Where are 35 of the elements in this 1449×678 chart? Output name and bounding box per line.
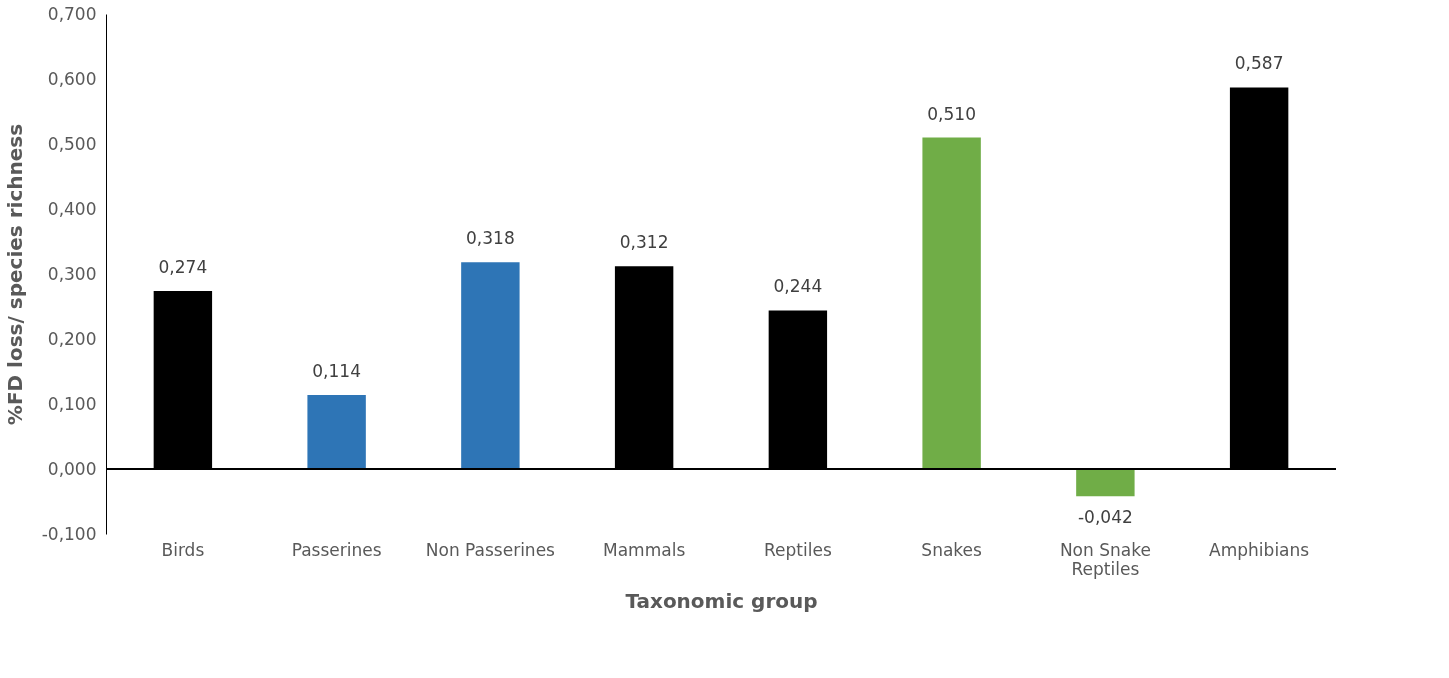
x-tick-label: Passerines <box>291 539 382 560</box>
data-label: 0,587 <box>1234 53 1284 74</box>
bar <box>153 290 213 469</box>
y-tick-label: 0,600 <box>47 68 97 89</box>
data-label: 0,510 <box>927 103 976 124</box>
x-tick-label: Non Snake Reptiles <box>1059 539 1151 579</box>
data-label: 0,312 <box>619 232 669 253</box>
x-tick-label: Birds <box>161 539 205 560</box>
bar <box>922 137 981 469</box>
x-axis-title: Taxonomic group <box>625 588 818 613</box>
x-tick-label: Non Passerines <box>425 539 556 560</box>
x-tick-label: Amphibians <box>1209 539 1310 560</box>
data-label: 0,274 <box>158 256 208 277</box>
x-tick-label: Snakes <box>921 539 983 560</box>
y-tick-label: 0,400 <box>47 198 97 219</box>
bar <box>1076 469 1135 497</box>
y-tick-label: 0,000 <box>47 458 97 479</box>
data-label: 0,114 <box>312 360 361 381</box>
bar <box>1229 87 1289 469</box>
y-axis-title: %FD loss/ species richness <box>2 123 27 426</box>
x-tick-label: Reptiles <box>764 539 832 560</box>
bar <box>307 394 366 469</box>
data-label: -0,042 <box>1077 507 1133 528</box>
y-tick-label: 0,700 <box>47 3 97 24</box>
data-label: 0,318 <box>466 228 515 249</box>
bar <box>461 262 520 469</box>
y-tick-label: 0,500 <box>47 133 97 154</box>
bar <box>768 310 828 469</box>
y-tick-label: 0,300 <box>47 263 97 284</box>
y-tick-label: -0,100 <box>41 523 97 544</box>
y-tick-label: 0,100 <box>47 393 97 414</box>
data-label: 0,244 <box>773 276 823 297</box>
x-tick-label: Mammals <box>603 539 686 560</box>
bar <box>614 266 674 469</box>
y-tick-label: 0,200 <box>47 328 97 349</box>
